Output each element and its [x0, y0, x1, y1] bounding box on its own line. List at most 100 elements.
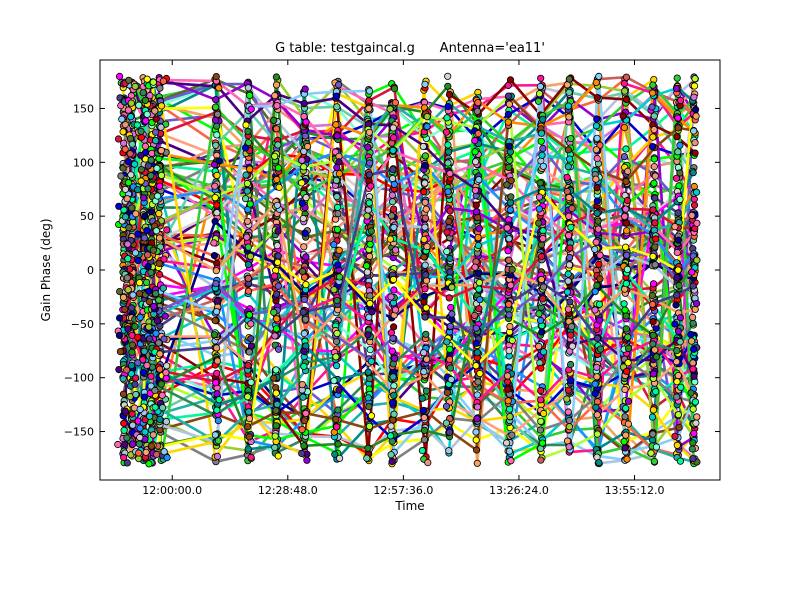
data-point [537, 129, 546, 137]
data-point [690, 93, 698, 101]
data-point [301, 315, 310, 323]
data-point [388, 198, 397, 206]
data-point [153, 164, 161, 172]
data-point [128, 204, 136, 212]
data-point [300, 100, 308, 108]
data-point [273, 315, 281, 323]
data-point [114, 135, 123, 143]
data-point [390, 391, 398, 399]
data-point [445, 428, 454, 436]
data-point [472, 436, 480, 444]
data-point [673, 378, 681, 386]
data-point [389, 373, 397, 381]
data-point [298, 156, 306, 164]
data-point [535, 342, 543, 350]
data-point [421, 313, 429, 321]
data-point [300, 329, 308, 338]
data-point [674, 124, 682, 132]
data-point [563, 395, 571, 403]
data-point [119, 375, 127, 383]
data-point [537, 456, 545, 464]
data-point [137, 127, 145, 135]
data-point [162, 368, 170, 377]
data-point [162, 417, 170, 426]
data-point [210, 239, 218, 247]
data-point [140, 393, 149, 401]
data-point [421, 223, 429, 231]
data-point [564, 102, 573, 110]
data-point [506, 206, 514, 214]
data-point [210, 331, 218, 339]
data-point [155, 259, 163, 268]
data-point [622, 145, 630, 153]
data-point [689, 455, 697, 463]
data-point [116, 287, 124, 296]
data-point [389, 146, 397, 154]
data-point [129, 421, 137, 429]
y-tick-label: 50 [80, 210, 94, 223]
data-point [564, 386, 573, 394]
data-point [564, 146, 573, 154]
data-point [650, 112, 658, 120]
data-point [303, 456, 311, 464]
data-point [473, 107, 481, 115]
data-point [137, 166, 145, 174]
data-point [649, 406, 658, 414]
data-point [648, 300, 657, 308]
data-point [595, 458, 603, 467]
data-point [420, 298, 428, 306]
data-point [537, 252, 546, 261]
data-point [675, 423, 683, 432]
data-point [592, 146, 600, 154]
data-point [444, 72, 452, 80]
data-point [332, 362, 341, 370]
data-point [651, 194, 659, 202]
data-point [332, 353, 340, 361]
data-point [688, 211, 696, 219]
data-point [119, 128, 127, 136]
data-point [622, 312, 630, 320]
data-point [673, 441, 681, 449]
data-point [472, 339, 480, 347]
data-point [650, 179, 658, 187]
data-point [131, 160, 139, 168]
data-point [120, 419, 128, 427]
data-point [153, 450, 161, 459]
data-point [567, 377, 575, 385]
data-point [271, 92, 279, 100]
data-point [567, 331, 575, 339]
data-point [115, 202, 123, 210]
data-point [151, 386, 159, 395]
data-point [672, 85, 681, 93]
data-point [137, 151, 145, 159]
data-point [565, 423, 574, 431]
data-point [388, 191, 396, 199]
data-point [119, 293, 128, 301]
data-point [335, 158, 343, 166]
data-point [131, 380, 139, 388]
data-point [243, 179, 251, 188]
data-point [142, 448, 150, 456]
data-point [448, 310, 456, 318]
data-point [128, 304, 136, 312]
data-point [566, 244, 574, 252]
data-point [504, 385, 512, 393]
data-point [145, 335, 154, 343]
data-point [421, 214, 430, 222]
data-point [473, 391, 481, 399]
data-point [143, 75, 151, 83]
x-tick-label: 12:00:00.0 [142, 484, 202, 497]
data-point [674, 114, 682, 122]
data-point [245, 408, 253, 416]
data-point [507, 457, 515, 465]
data-point [537, 137, 545, 145]
data-point [212, 116, 220, 124]
data-point [596, 345, 605, 353]
data-point [389, 323, 398, 331]
data-point [473, 415, 481, 423]
y-tick-label: 100 [73, 156, 94, 169]
data-point [537, 396, 545, 404]
data-point [366, 345, 374, 354]
data-point [211, 217, 219, 225]
data-point [671, 320, 679, 328]
